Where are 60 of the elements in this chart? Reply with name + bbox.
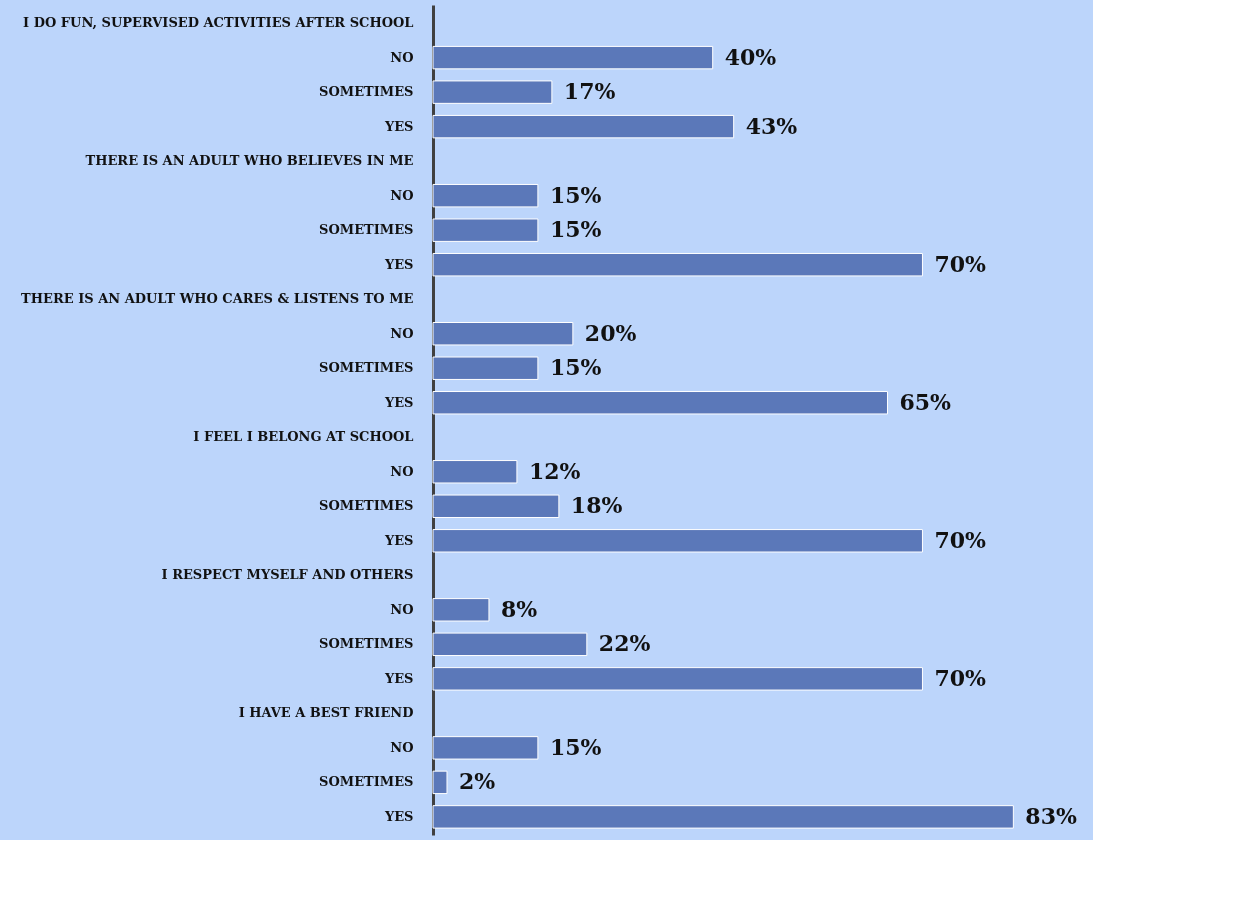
data-label: 65%	[899, 388, 952, 415]
bar	[432, 667, 923, 691]
y-tick-label: I FEEL I BELONG AT SCHOOL	[193, 429, 414, 445]
y-tick-label: NO	[390, 49, 414, 65]
y-tick-label: YES	[383, 394, 414, 410]
data-label: 15%	[549, 216, 602, 243]
data-label: 15%	[549, 181, 602, 208]
bar	[432, 460, 518, 484]
bar	[432, 218, 539, 242]
y-tick-label: SOMETIMES	[319, 84, 414, 100]
y-tick-label: YES	[383, 532, 414, 548]
y-tick-label: YES	[383, 256, 414, 272]
y-tick-label: NO	[390, 463, 414, 479]
bar	[432, 494, 560, 518]
data-label: 17%	[563, 78, 616, 105]
bar	[432, 770, 448, 795]
y-tick-label: SOMETIMES	[319, 774, 414, 790]
data-label: 15%	[549, 733, 602, 760]
y-tick-label: I DO FUN, SUPERVISED ACTIVITIES AFTER SCHOOL	[23, 15, 414, 31]
data-label: 12%	[528, 457, 581, 484]
data-label: 8%	[500, 595, 538, 622]
y-tick-label: NO	[390, 601, 414, 617]
bar	[432, 252, 923, 277]
bar	[432, 805, 1014, 829]
y-tick-label: THERE IS AN ADULT WHO BELIEVES IN ME	[85, 153, 414, 169]
bar	[432, 183, 539, 208]
data-label: 70%	[934, 526, 987, 553]
y-tick-label: SOMETIMES	[319, 636, 414, 652]
bar	[432, 736, 539, 760]
y-tick-label: NO	[390, 187, 414, 203]
data-label: 43%	[745, 112, 798, 139]
y-tick-label: NO	[390, 739, 414, 755]
y-tick-label: SOMETIMES	[319, 498, 414, 514]
data-label: 70%	[934, 664, 987, 691]
bar	[432, 632, 588, 657]
y-tick-label: NO	[390, 325, 414, 341]
data-label: 15%	[549, 354, 602, 381]
y-tick-label: THERE IS AN ADULT WHO CARES & LISTENS TO ME	[21, 291, 414, 307]
bar	[432, 45, 714, 70]
bar	[432, 114, 735, 139]
data-label: 2%	[458, 768, 496, 795]
data-label: 22%	[598, 630, 651, 657]
data-label: 18%	[570, 492, 623, 519]
y-tick-label: YES	[383, 118, 414, 134]
y-tick-label: SOMETIMES	[319, 222, 414, 238]
bar	[432, 529, 923, 553]
y-tick-label: YES	[383, 670, 414, 686]
y-tick-label: SOMETIMES	[319, 360, 414, 376]
data-label: 70%	[934, 250, 987, 277]
data-label: 83%	[1025, 802, 1077, 829]
bar	[432, 356, 539, 380]
y-tick-label: I RESPECT MYSELF AND OTHERS	[161, 567, 414, 583]
y-tick-label: I HAVE A BEST FRIEND	[238, 705, 414, 721]
data-label: 20%	[584, 319, 637, 346]
bar	[432, 80, 553, 104]
bar	[432, 322, 574, 346]
bar	[432, 598, 490, 622]
y-tick-label: YES	[383, 808, 414, 824]
bar	[432, 391, 888, 415]
data-label: 40%	[724, 43, 777, 70]
